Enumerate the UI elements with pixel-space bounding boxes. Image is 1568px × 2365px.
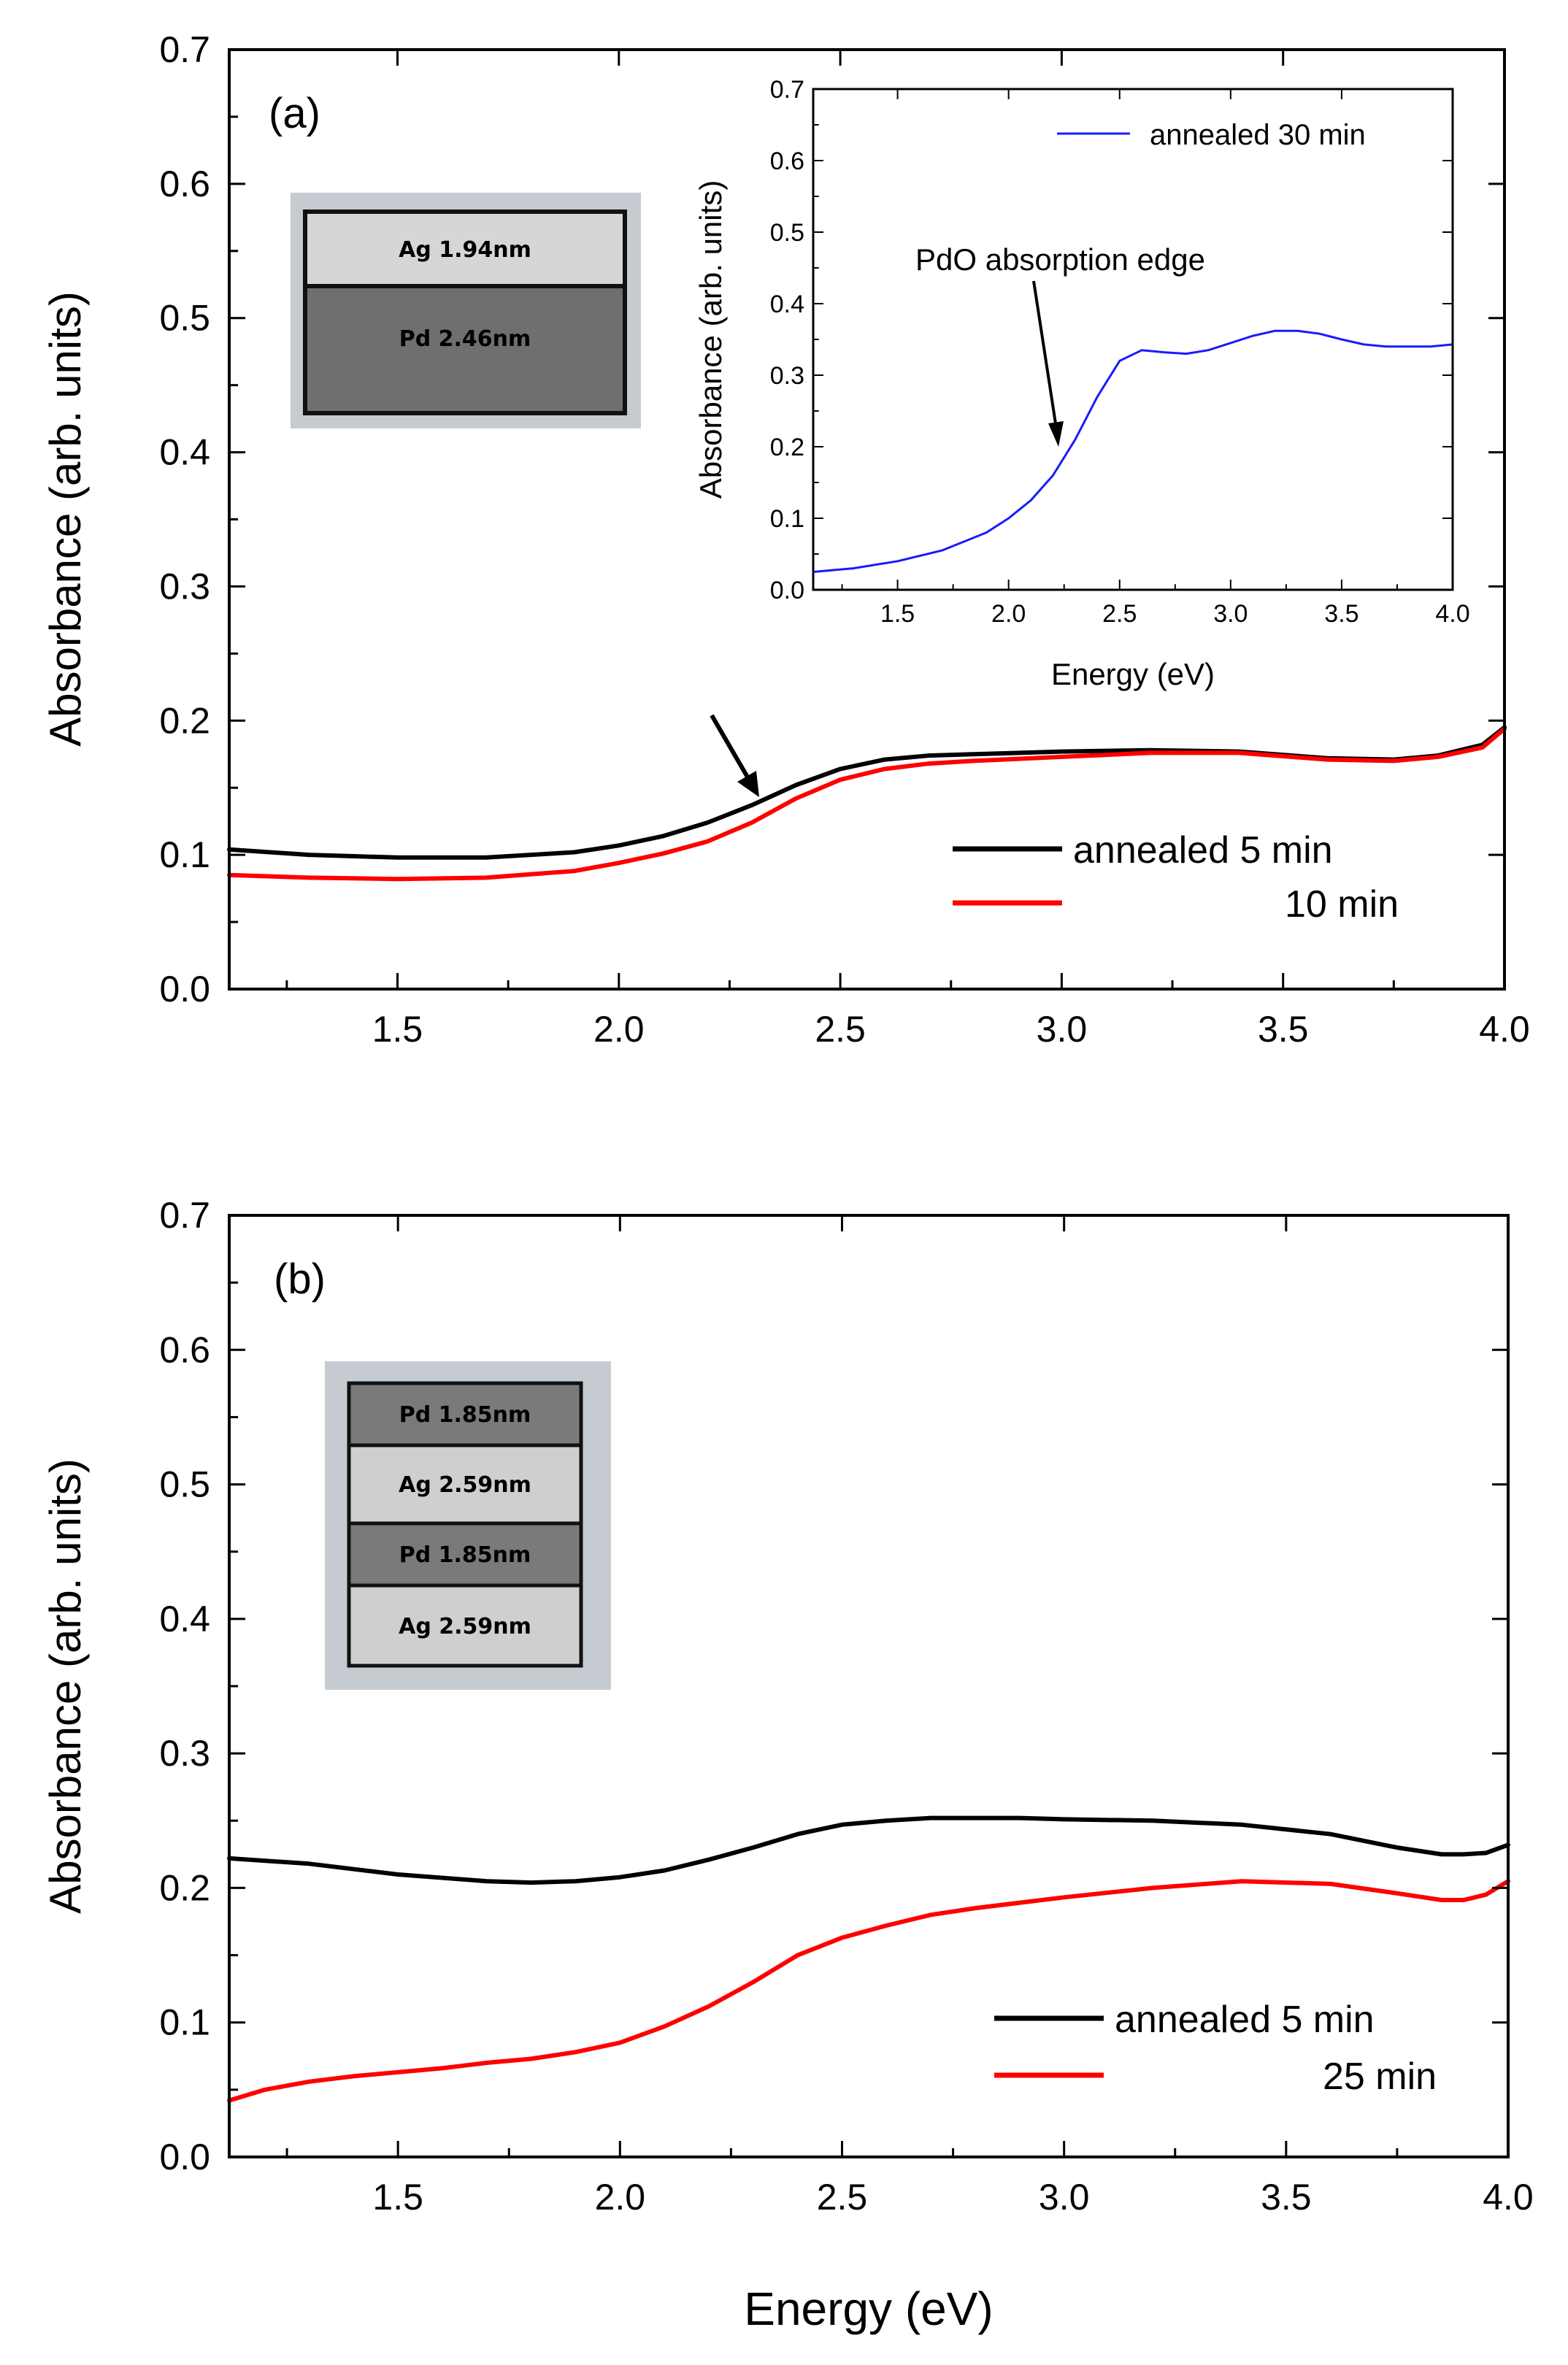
panel-b-x-tick-label-3: 3.0 [1039,2177,1090,2218]
panel-a-layer-pd-label: Pd 2.46nm [399,326,531,352]
panel-b-layer-ag-bottom-label: Ag 2.59nm [399,1614,531,1639]
panel-a-y-tick-label-5: 0.5 [159,298,210,339]
panel-b-y-tick-label-2: 0.2 [159,1867,210,1908]
panel-b-y-axis-title: Absorbance (arb. units) [41,1458,90,1914]
panel-a-x-tick-label-1: 2.0 [593,1009,645,1050]
inset-y-tick-label-3: 0.3 [770,362,804,390]
panel-b-legend: annealed 5 min 25 min [994,1999,1437,2098]
panel-b-y-tick-label-4: 0.4 [159,1599,210,1639]
panel-b-layer-pd-top [347,1381,583,1447]
inset-x-tick-label-4: 3.5 [1324,600,1358,628]
panel-a-ticks: 1.5 2.0 2.5 3.0 3.5 4.0 0.0 0.1 0.2 0.3 0.4 0.5 0.6 0… [159,29,1529,1050]
inset-x-tick-label-5: 4.0 [1435,600,1469,628]
panel-a-marks [227,725,1507,882]
panel-a-chart: 1.5 2.0 2.5 3.0 3.5 4.0 0.0 0.1 0.2 0.3 0.4 0.5 0.6 0… [41,29,1530,1050]
panel-b-y-tick-label-5: 0.5 [159,1464,210,1505]
panel-a-annotation-arrow [710,714,759,797]
panel-a-x-tick-label-0: 1.5 [372,1009,423,1050]
panel-a-x-tick-label-5: 4.0 [1479,1009,1530,1050]
panel-b-ticks: 1.5 2.0 2.5 3.0 3.5 4.0 0.0 0.1 0.2 0.3 0.4 0.5 0.6 0… [159,1195,1533,2218]
panel-b-x-tick-label-4: 3.5 [1261,2177,1312,2218]
panel-b-layer-stack: Pd 1.85nm Ag 2.59nm Pd 1.85nm Ag 2.59nm [325,1361,611,1690]
inset-annotation-arrow [1032,280,1064,447]
panel-a-y-tick-label-7: 0.7 [159,29,210,70]
panel-a-tag: (a) [269,90,320,137]
inset-y-tick-label-4: 0.4 [770,291,804,318]
panel-a-x-tick-label-2: 2.5 [815,1009,866,1050]
inset-annotation-text: PdO absorption edge [915,242,1205,277]
panel-b-y-tick-label-3: 0.3 [159,1733,210,1774]
panel-a-layer-stack: Ag 1.94nm Pd 2.46nm [291,193,641,428]
panel-a-series-1 [227,726,1507,882]
panel-b-y-tick-label-1: 0.1 [159,2002,210,2043]
panel-b-tag: (b) [274,1255,326,1303]
inset-background [810,88,1453,591]
inset-ticks: 1.5 2.0 2.5 3.0 3.5 4.0 0.0 0.1 0.2 0.3 0.4 0.5 0.6 0… [770,76,1470,628]
inset-series-0 [812,329,1454,573]
panel-b-layer-ag-bottom [347,1583,583,1668]
inset-x-tick-label-2: 2.5 [1102,600,1137,628]
panel-a-y-tick-label-4: 0.4 [159,432,210,473]
panel-b-y-tick-label-6: 0.6 [159,1329,210,1370]
inset-y-tick-label-7: 0.7 [770,76,804,104]
panel-a-layer-pd [303,284,627,415]
panel-b-legend-label-red: 25 min [1323,2056,1437,2098]
panel-b-layer-ag-top [347,1443,583,1526]
panel-b-y-tick-label-0: 0.0 [159,2137,210,2177]
panel-b-layer-ag-top-label: Ag 2.59nm [399,1472,531,1498]
panel-a-y-tick-label-1: 0.1 [159,834,210,875]
panel-a-y-axis-title: Absorbance (arb. units) [41,291,90,747]
panel-a-inset-chart: 1.5 2.0 2.5 3.0 3.5 4.0 0.0 0.1 0.2 0.3 0.4 0.5 0.6 0… [693,76,1470,691]
panel-a-legend-label-black: annealed 5 min [1073,829,1333,872]
panel-a-layer-ag [303,209,627,288]
inset-y-tick-label-5: 0.5 [770,219,804,247]
panel-b-x-tick-label-0: 1.5 [372,2177,423,2218]
panel-a-x-tick-label-3: 3.0 [1037,1009,1088,1050]
panel-b-legend-label-black: annealed 5 min [1115,1999,1375,2041]
panel-b-marks [227,1815,1510,2103]
inset-y-tick-label-0: 0.0 [770,577,804,604]
panel-a-x-tick-label-4: 3.5 [1258,1009,1309,1050]
inset-x-axis-title: Energy (eV) [1051,657,1215,691]
inset-x-tick-label-0: 1.5 [880,600,915,628]
panel-b-layer-pd-top-label: Pd 1.85nm [399,1402,531,1428]
panel-a-y-tick-label-6: 0.6 [159,164,210,204]
inset-y-tick-label-2: 0.2 [770,434,804,461]
inset-y-axis-title: Absorbance (arb. units) [693,180,728,499]
panel-b-series-0 [227,1815,1510,1885]
inset-legend-label: annealed 30 min [1150,119,1366,151]
panel-b-x-tick-label-1: 2.0 [595,2177,646,2218]
panel-a-legend: annealed 5 min 10 min [953,829,1399,926]
panel-a-legend-label-red: 10 min [1285,883,1399,926]
panel-a-y-tick-label-0: 0.0 [159,969,210,1010]
panel-b-layer-pd-bottom-label: Pd 1.85nm [399,1542,531,1568]
panel-b-chart: 1.5 2.0 2.5 3.0 3.5 4.0 0.0 0.1 0.2 0.3 0.4 0.5 0.6 0… [41,1195,1534,2335]
panel-b-series-1 [227,1879,1510,2103]
panel-b-x-tick-label-5: 4.0 [1483,2177,1534,2218]
panel-a-y-tick-label-3: 0.3 [159,566,210,607]
inset-marks [812,329,1454,573]
inset-x-tick-label-1: 2.0 [991,600,1026,628]
panel-b-x-axis-title: Energy (eV) [744,2283,993,2335]
inset-y-tick-label-6: 0.6 [770,147,804,175]
inset-x-tick-label-3: 3.0 [1213,600,1248,628]
panel-a-y-tick-label-2: 0.2 [159,700,210,741]
panel-b-x-tick-label-2: 2.5 [817,2177,868,2218]
panel-a-layer-ag-label: Ag 1.94nm [399,237,531,263]
panel-b-y-tick-label-7: 0.7 [159,1195,210,1236]
inset-y-tick-label-1: 0.1 [770,505,804,533]
